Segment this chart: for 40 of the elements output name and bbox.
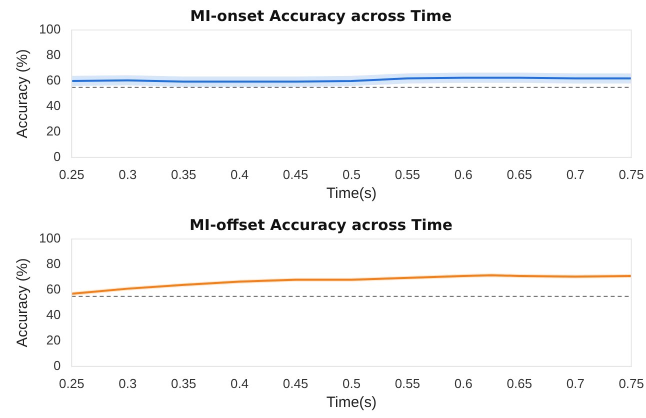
x-tick-label: 0.25 [59,376,84,391]
x-tick-label: 0.3 [118,166,137,182]
x-tick-label: 0.45 [282,166,308,182]
x-axis-title: Time(s) [326,394,377,412]
y-tick-label: 40 [46,307,61,322]
x-tick-label: 0.75 [618,376,644,391]
x-tick-label: 0.25 [59,166,84,182]
chart-title: MI-offset Accuracy across Time [189,216,453,234]
y-tick-label: 60 [46,282,61,297]
x-tick-label: 0.7 [566,166,584,182]
y-axis-title: Accuracy (%) [14,49,32,138]
x-axis-title: Time(s) [326,185,377,202]
x-tick-label: 0.5 [342,376,361,391]
x-tick-label: 0.75 [618,166,644,182]
x-tick-label: 0.45 [282,376,308,391]
x-tick-label: 0.65 [506,166,532,182]
x-tick-label: 0.55 [394,166,420,182]
y-tick-label: 100 [38,22,61,37]
x-tick-label: 0.4 [230,376,249,391]
x-tick-label: 0.7 [566,376,584,391]
y-tick-label: 40 [46,98,61,114]
x-tick-label: 0.6 [454,376,472,391]
x-tick-label: 0.35 [170,166,196,182]
y-tick-label: 60 [46,72,61,88]
y-tick-label: 20 [46,124,61,138]
y-tick-label: 100 [38,230,61,246]
y-tick-label: 0 [53,358,61,373]
x-tick-label: 0.5 [342,166,361,182]
x-tick-label: 0.55 [394,376,420,391]
x-tick-label: 0.4 [230,166,249,182]
y-tick-label: 80 [46,256,61,272]
x-tick-label: 0.65 [506,376,532,391]
y-tick-label: 20 [46,332,61,348]
chart-title: MI-onset Accuracy across Time [190,6,452,25]
x-tick-label: 0.3 [118,376,137,391]
y-tick-label: 80 [46,47,61,62]
y-axis-title: Accuracy (%) [14,258,32,348]
y-tick-label: 0 [53,148,61,164]
x-tick-label: 0.35 [170,376,196,391]
x-tick-label: 0.6 [454,166,472,182]
